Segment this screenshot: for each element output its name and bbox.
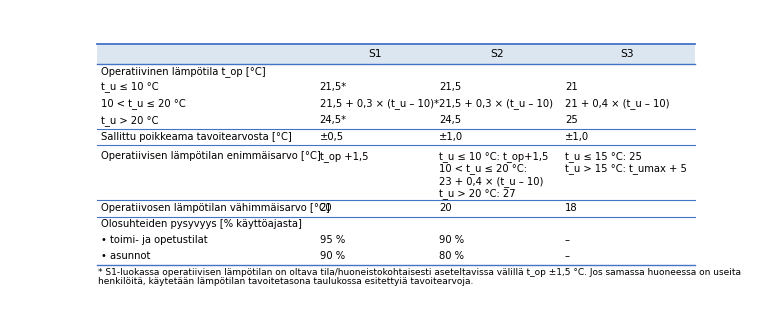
- Text: ±1,0: ±1,0: [439, 132, 463, 142]
- Text: t_u ≤ 10 °C: t_u ≤ 10 °C: [101, 81, 159, 92]
- Text: Operatiivisen lämpötilan enimmäisarvo [°C]: Operatiivisen lämpötilan enimmäisarvo [°…: [101, 151, 321, 161]
- Text: Olosuhteiden pysyvyys [% käyttöajasta]: Olosuhteiden pysyvyys [% käyttöajasta]: [101, 219, 302, 229]
- Text: t_u ≤ 15 °C: 25: t_u ≤ 15 °C: 25: [565, 151, 642, 162]
- Text: S1: S1: [368, 49, 381, 59]
- Text: 21 + 0,4 × (t_u – 10): 21 + 0,4 × (t_u – 10): [565, 98, 669, 109]
- Text: 25: 25: [565, 115, 577, 125]
- Bar: [96, 145, 695, 200]
- Text: Operatiivosen lämpötilan vähimmäisarvo [°C]: Operatiivosen lämpötilan vähimmäisarvo […: [101, 204, 330, 213]
- Text: t_u > 20 °C: t_u > 20 °C: [101, 115, 159, 126]
- Text: 20: 20: [439, 204, 452, 213]
- Bar: [96, 64, 695, 78]
- Text: 21: 21: [565, 82, 577, 92]
- Text: Sallittu poikkeama tavoitearvosta [°C]: Sallittu poikkeama tavoitearvosta [°C]: [101, 132, 292, 142]
- Text: 10 < t_u ≤ 20 °C:: 10 < t_u ≤ 20 °C:: [439, 163, 527, 174]
- Text: S2: S2: [490, 49, 504, 59]
- Text: henkilöitä, käytetään lämpötilan tavoitetasona taulukossa esitettyiä tavoitearvo: henkilöitä, käytetään lämpötilan tavoite…: [98, 278, 474, 287]
- Text: t_u > 15 °C: t_umax + 5: t_u > 15 °C: t_umax + 5: [565, 163, 687, 174]
- Text: 10 < t_u ≤ 20 °C: 10 < t_u ≤ 20 °C: [101, 98, 186, 109]
- Text: • toimi- ja opetustilat: • toimi- ja opetustilat: [101, 235, 208, 245]
- Text: 24,5: 24,5: [439, 115, 462, 125]
- Text: * S1-luokassa operatiivisen lämpötilan on oltava tila/huoneistokohtaisesti asete: * S1-luokassa operatiivisen lämpötilan o…: [98, 268, 741, 277]
- Text: 21,5: 21,5: [439, 82, 462, 92]
- Text: ±0,5: ±0,5: [320, 132, 344, 142]
- Text: 24,5*: 24,5*: [320, 115, 347, 125]
- Text: t_u > 20 °C: 27: t_u > 20 °C: 27: [439, 189, 516, 200]
- Bar: [96, 95, 695, 112]
- Bar: [96, 78, 695, 95]
- Bar: [96, 112, 695, 129]
- Text: 80 %: 80 %: [439, 251, 464, 262]
- Text: 23 + 0,4 × (t_u – 10): 23 + 0,4 × (t_u – 10): [439, 176, 543, 187]
- Text: 21,5 + 0,3 × (t_u – 10)*: 21,5 + 0,3 × (t_u – 10)*: [320, 98, 438, 109]
- Text: –: –: [565, 235, 570, 245]
- Bar: [96, 200, 695, 217]
- Bar: [96, 44, 695, 64]
- Text: 90 %: 90 %: [439, 235, 465, 245]
- Text: 18: 18: [565, 204, 577, 213]
- Bar: [96, 231, 695, 248]
- Bar: [96, 248, 695, 265]
- Bar: [96, 129, 695, 145]
- Text: Operatiivinen lämpötila t_op [°C]: Operatiivinen lämpötila t_op [°C]: [101, 66, 266, 77]
- Text: 21,5 + 0,3 × (t_u – 10): 21,5 + 0,3 × (t_u – 10): [439, 98, 554, 109]
- Text: S3: S3: [621, 49, 635, 59]
- Text: –: –: [565, 251, 570, 262]
- Text: ±1,0: ±1,0: [565, 132, 589, 142]
- Text: 95 %: 95 %: [320, 235, 345, 245]
- Text: 90 %: 90 %: [320, 251, 345, 262]
- Text: t_op +1,5: t_op +1,5: [320, 151, 368, 162]
- Text: 21,5*: 21,5*: [320, 82, 347, 92]
- Bar: [96, 217, 695, 231]
- Text: 20: 20: [320, 204, 332, 213]
- Text: t_u ≤ 10 °C: t_op+1,5: t_u ≤ 10 °C: t_op+1,5: [439, 151, 549, 162]
- Text: • asunnot: • asunnot: [101, 251, 151, 262]
